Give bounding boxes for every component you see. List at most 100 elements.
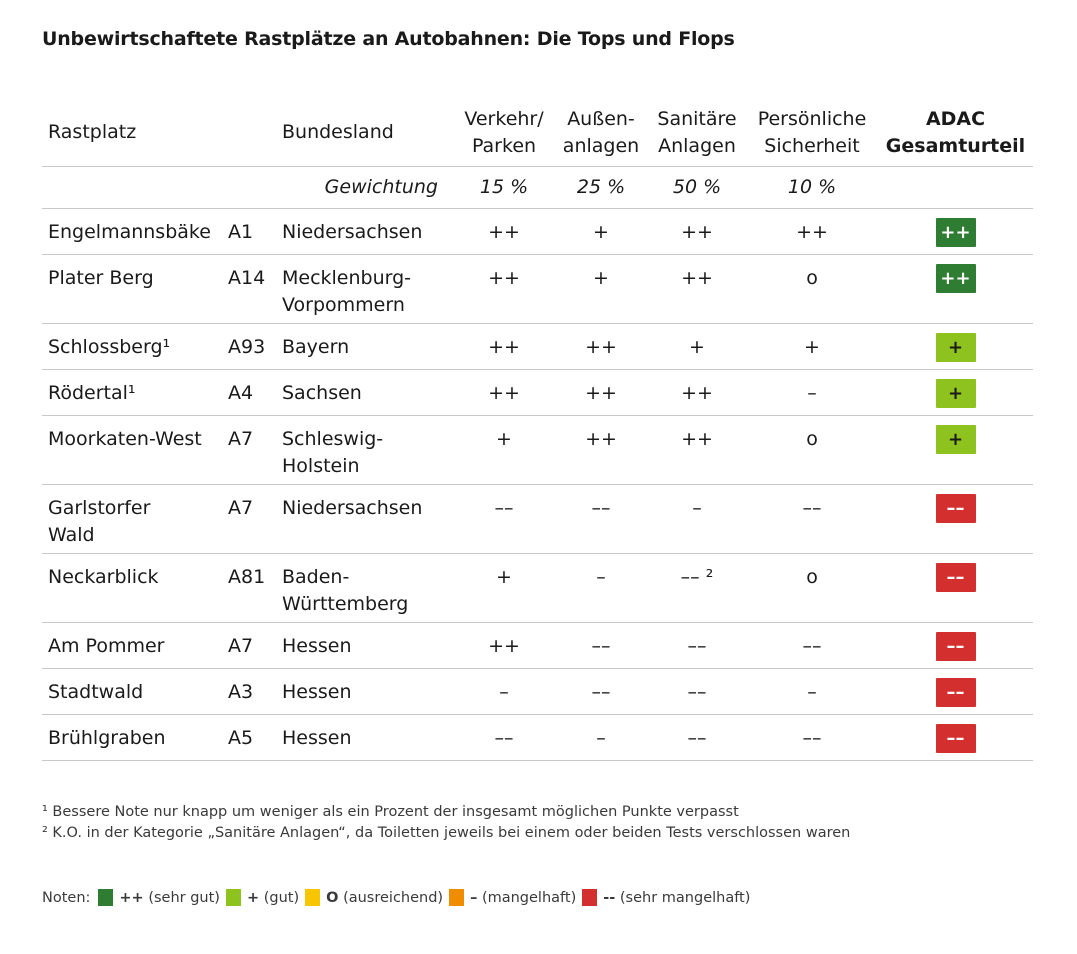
header-sicherheit: Persönliche Sicherheit [746,100,878,167]
header-autobahn [228,100,282,167]
autobahn: A14 [228,254,282,324]
rating-sanitaer: – [648,484,746,554]
header-bundesland: Bundesland [282,100,454,167]
legend-swatch [449,889,465,906]
legend-text: (ausreichend) [338,889,444,906]
header-aussen-line2: anlagen [562,134,640,157]
table-row: Plater Berg A14 Mecklenburg- Vorpommern ++ + +… [42,254,1033,324]
rating-sicherheit: –– [746,622,878,669]
legend-text: (sehr mangelhaft) [615,889,751,906]
rastplatz-name-line1: Moorkaten-West [48,427,202,450]
rastplatz-name: Rödertal¹ [42,369,228,416]
autobahn: A5 [228,714,282,761]
gesamturteil-badge: ++ [935,217,976,247]
bundesland-line2: Württemberg [282,592,409,615]
rating-aussen: – [554,553,648,623]
weighting-label: Gewichtung [282,166,454,209]
legend-text: (sehr gut) [143,889,220,906]
rating-sicherheit: – [746,668,878,715]
rating-sanitaer: ++ [648,208,746,255]
rating-verkehr: + [454,415,554,485]
bundesland: Bayern [282,323,454,370]
rating-sicherheit: –– [746,484,878,554]
gesamturteil-cell: + [878,415,1033,485]
legend-symbol: O [326,889,339,906]
legend-swatch [225,889,241,906]
bundesland: Niedersachsen [282,208,454,255]
gesamturteil-cell: + [878,369,1033,416]
rastplatz-name: Brühlgraben [42,714,228,761]
bundesland-line1: Hessen [282,634,352,657]
gesamturteil-badge: + [935,332,976,362]
rastplatz-name: Stadtwald [42,668,228,715]
rating-verkehr: –– [454,484,554,554]
weighting-sanitaer: 50 % [648,166,746,209]
rating-sicherheit: –– [746,714,878,761]
bundesland: Hessen [282,668,454,715]
gesamturteil-cell: + [878,323,1033,370]
legend-swatch [305,889,321,906]
rating-sicherheit: ++ [746,208,878,255]
rastplatz-name: Moorkaten-West [42,415,228,485]
bundesland-line2: Vorpommern [282,293,405,316]
rastplatz-name-line1: Stadtwald [48,680,144,703]
rating-sicherheit: o [746,415,878,485]
bundesland-line1: Baden- [282,565,350,588]
bundesland-line1: Hessen [282,680,352,703]
legend-label: Noten: [42,889,91,906]
legend-swatch [98,889,114,906]
bundesland-line1: Sachsen [282,381,362,404]
bundesland: Hessen [282,622,454,669]
page-title: Unbewirtschaftete Rastplätze an Autobahn… [42,28,735,50]
rating-sanitaer: –– [648,714,746,761]
rating-sanitaer: –– [648,622,746,669]
autobahn: A3 [228,668,282,715]
bundesland-line2: Holstein [282,454,360,477]
bundesland-line1: Bayern [282,335,350,358]
rating-aussen: –– [554,622,648,669]
header-sanitaer-line2: Anlagen [658,134,736,157]
bundesland: Hessen [282,714,454,761]
legend-symbol: – [470,889,478,906]
table-row: Am Pommer A7 Hessen ++ –– –– –– –– [42,622,1033,669]
rastplatz-name-line1: Brühlgraben [48,726,166,749]
rastplatz-name: Neckarblick [42,553,228,623]
gesamturteil-badge: –– [935,562,976,592]
gesamturteil-badge: + [935,378,976,408]
table-body: Engelmannsbäke A1 Niedersachsen ++ + ++ ++ ++ Pl… [42,208,1033,761]
header-gesamt-line1: ADAC [925,107,986,130]
header-gesamturteil: ADAC Gesamturteil [878,100,1033,167]
gesamturteil-badge: –– [935,723,976,753]
bundesland-line1: Hessen [282,726,352,749]
weighting-sicherheit: 10 % [746,166,878,209]
rating-verkehr: ++ [454,208,554,255]
header-sicherheit-line1: Persönliche [757,107,867,130]
gesamturteil-cell: –– [878,622,1033,669]
rating-sanitaer: –– [648,668,746,715]
bundesland-line1: Schleswig- [282,427,384,450]
rating-aussen: + [554,208,648,255]
header-sanitaer: Sanitäre Anlagen [648,100,746,167]
weighting-row: Gewichtung 15 % 25 % 50 % 10 % [42,166,1033,209]
bundesland: Baden- Württemberg [282,553,454,623]
bundesland-line1: Niedersachsen [282,220,423,243]
table-row: Stadtwald A3 Hessen – –– –– – –– [42,668,1033,715]
table-row: Moorkaten-West A7 Schleswig- Holstein + ++ ++ o… [42,415,1033,485]
rating-sanitaer: –– ² [648,553,746,623]
rating-sanitaer: ++ [648,415,746,485]
table-row: Neckarblick A81 Baden- Württemberg + – –– ² o –– [42,553,1033,623]
rating-aussen: ++ [554,323,648,370]
gesamturteil-badge: –– [935,677,976,707]
rastplatz-name-line1: Neckarblick [48,565,159,588]
gesamturteil-cell: ++ [878,208,1033,255]
rating-verkehr: ++ [454,254,554,324]
rating-aussen: ++ [554,369,648,416]
rating-aussen: –– [554,668,648,715]
rating-verkehr: ++ [454,323,554,370]
rating-sicherheit: o [746,553,878,623]
rastplatz-name-line1: Schlossberg¹ [48,335,171,358]
rating-sanitaer: ++ [648,254,746,324]
autobahn: A7 [228,484,282,554]
rating-verkehr: ++ [454,369,554,416]
rating-aussen: – [554,714,648,761]
